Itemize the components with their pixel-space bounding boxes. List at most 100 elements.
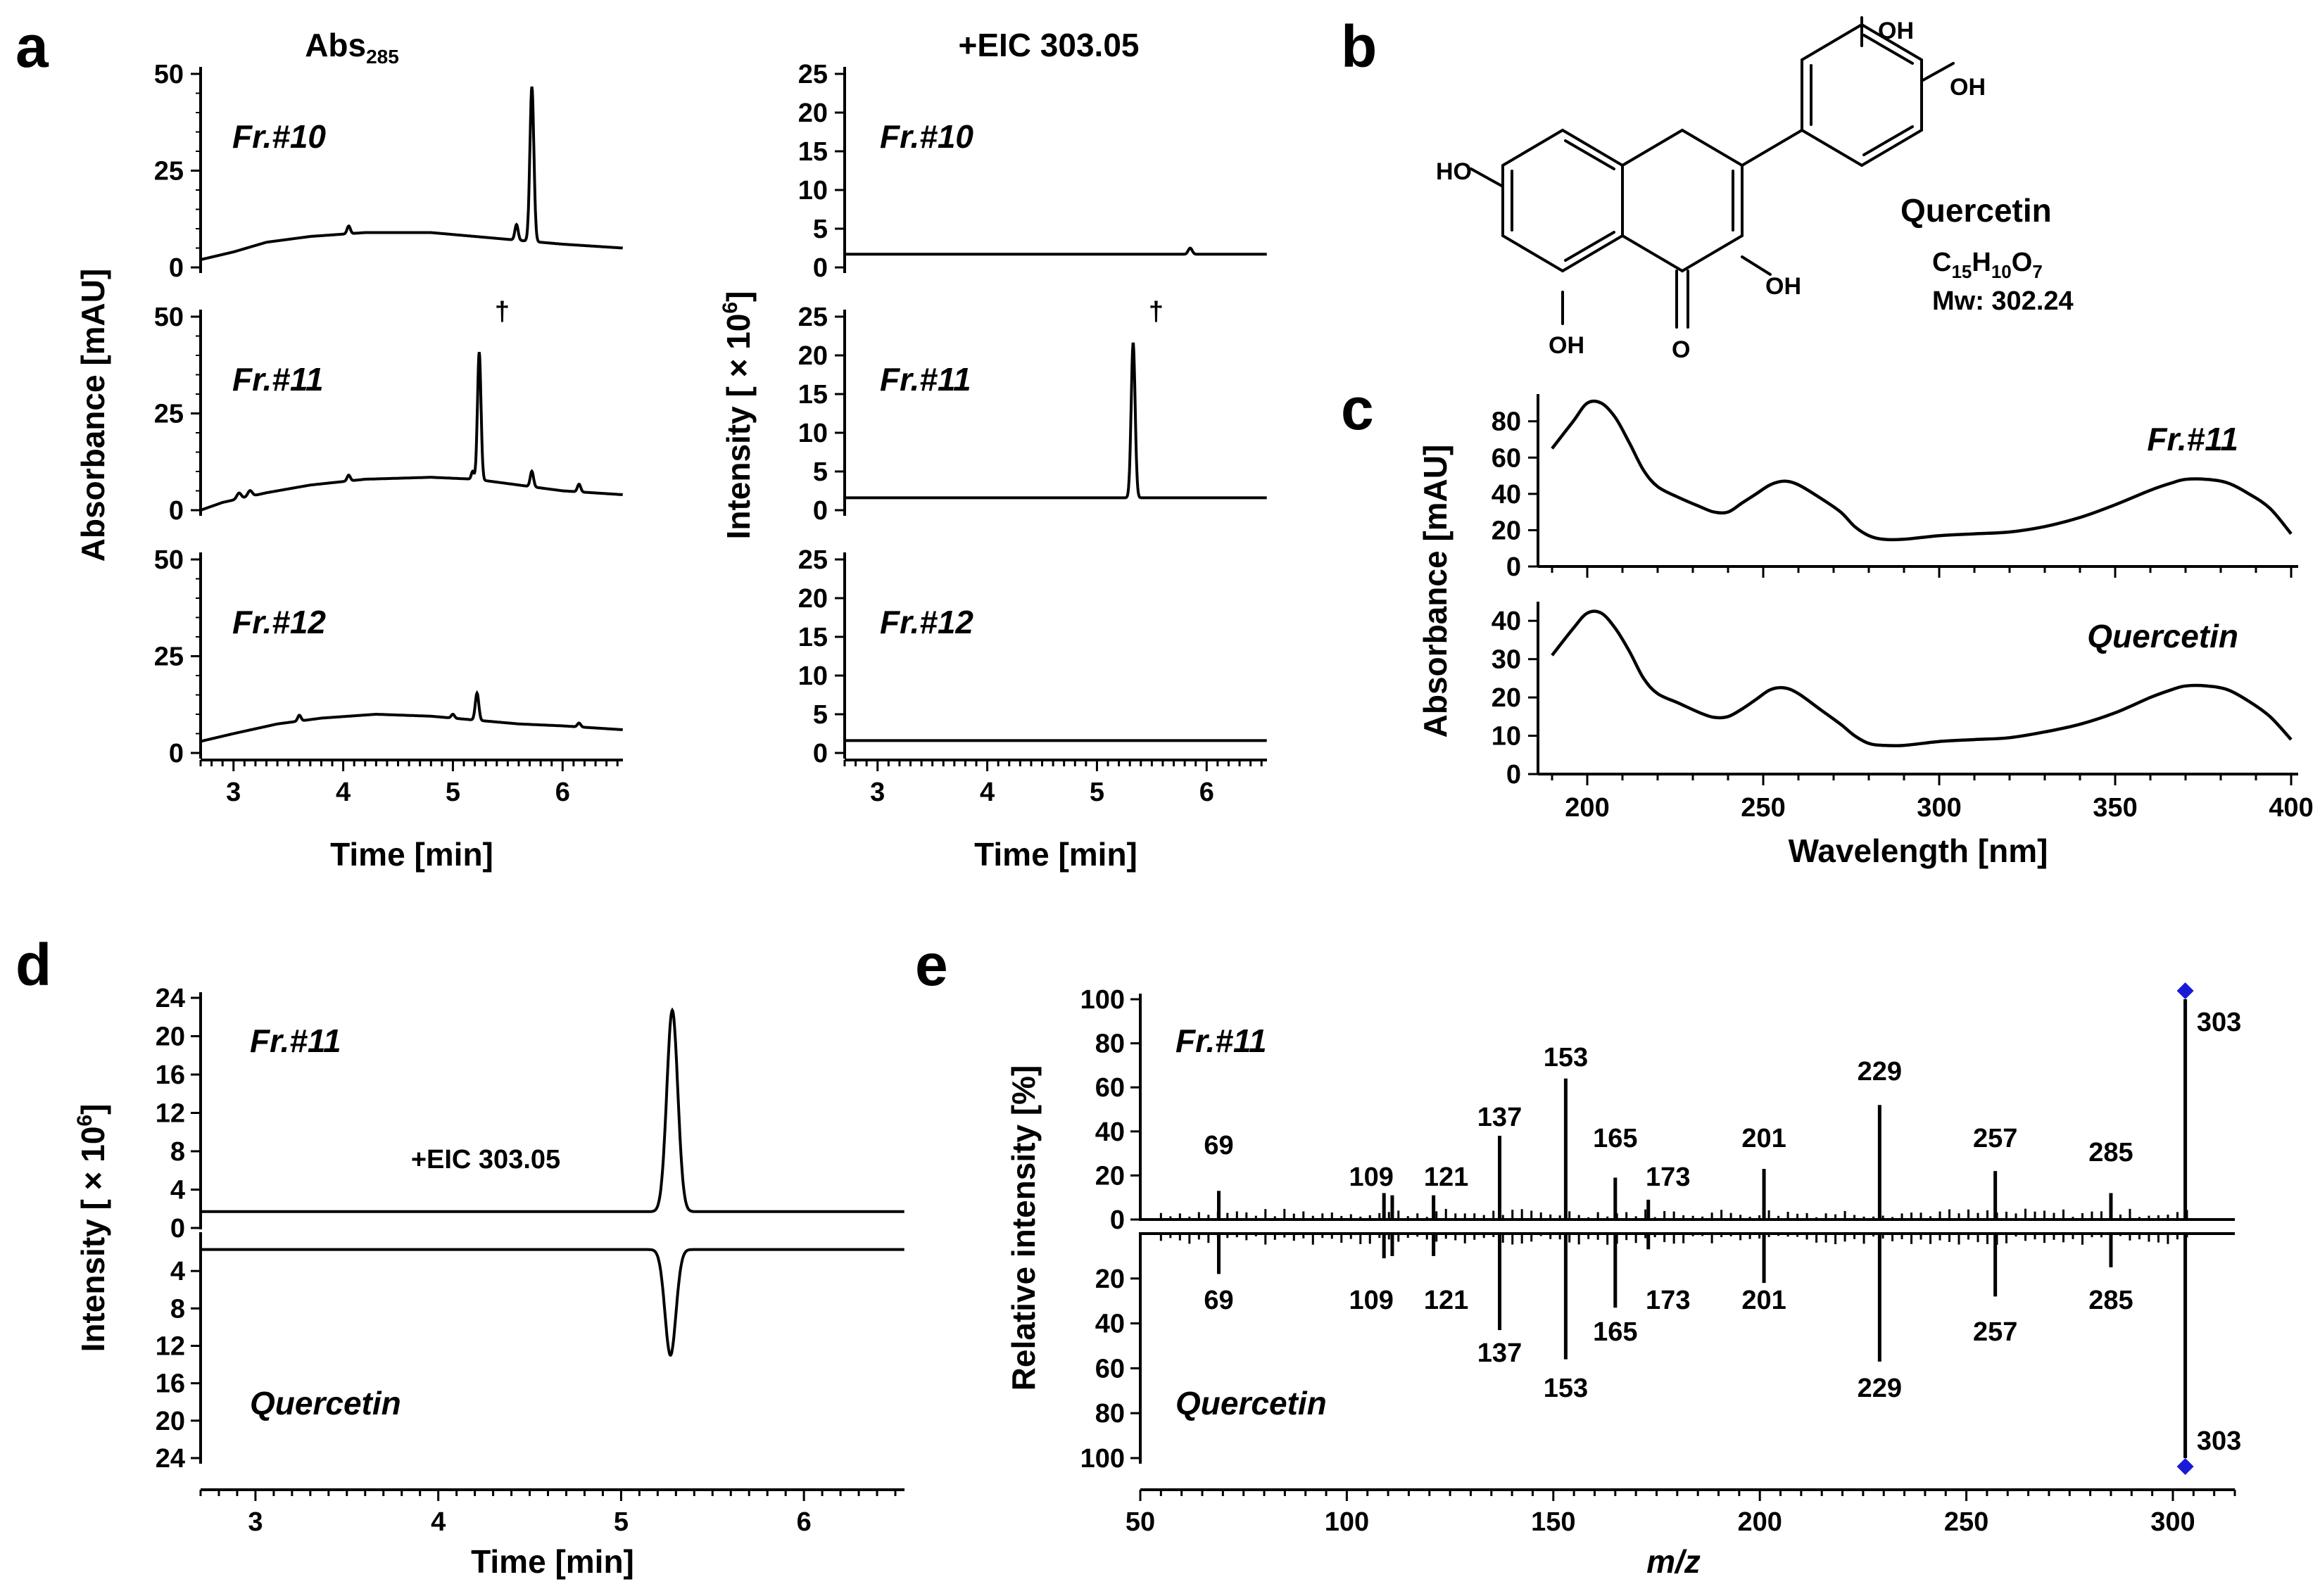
chart-a-eic-dagger: †	[1149, 297, 1164, 327]
chart-c-x-title: Wavelength [nm]	[1789, 832, 2048, 869]
chart-a-abs-panel-label: Fr.#12	[232, 604, 326, 640]
chart-a-eic-y-tick-label: 25	[798, 303, 828, 332]
oh-5-label: OH	[1549, 332, 1584, 359]
chart-a-abs-y-tick-label: 25	[154, 400, 184, 429]
chart-e-x-tick-label: 250	[1944, 1507, 1988, 1537]
chart-a-abs-title-main: Abs	[305, 27, 366, 63]
chart-a-eic-y-title-end: ]	[720, 291, 757, 302]
formula-o-count: 7	[2032, 261, 2042, 282]
chart-e-label-bottom: 121	[1424, 1286, 1468, 1315]
chart-a-eic-y-tick-label: 10	[798, 176, 828, 205]
chart-a-abs-x-tick-label: 4	[336, 778, 351, 807]
chart-a-eic-trace	[845, 342, 1267, 500]
chart-a-eic-y-tick-label: 5	[813, 215, 828, 244]
formula-c-count: 15	[1951, 261, 1972, 282]
chart-a-eic-y-title: Intensity [ × 106]	[719, 291, 757, 540]
chart-d-x-title: Time [min]	[471, 1543, 634, 1580]
oh-3prime-label: OH	[1878, 18, 1914, 44]
chart-a-eic-x-tick-label: 3	[870, 778, 885, 807]
chart-c-panel-label: Quercetin	[2087, 618, 2238, 654]
chart-d-y-tick-label: 16	[156, 1060, 185, 1090]
chart-e-label-top: 229	[1858, 1057, 1902, 1087]
chart-a-abs-x-title: Time [min]	[330, 836, 493, 873]
chart-a-abs-y-tick-label: 50	[154, 303, 184, 332]
chart-e-label-top: 285	[2088, 1138, 2133, 1167]
chart-a-eic-y-tick-label: 25	[798, 545, 828, 575]
chart-a-eic-panel-label: Fr.#11	[880, 361, 971, 398]
formula-h-count: 10	[1991, 261, 2012, 282]
chart-c-uv-spectra: 0 20 40 60 80 Fr.#11 0 10 20 30 40 Quercetin 200 250 3…	[1417, 394, 2314, 869]
panel-letter-d: d	[15, 932, 51, 998]
chart-e-y-tick-label: 40	[1095, 1310, 1125, 1339]
chart-c-y-tick-label: 10	[1492, 722, 1521, 752]
chart-c-spectrum	[1551, 399, 2293, 542]
chart-e-y-tick-label: 100	[1080, 1444, 1125, 1474]
chart-e-x-tick-label: 200	[1737, 1507, 1782, 1537]
chart-e-y-tick-label: 0	[1110, 1205, 1125, 1235]
chart-e-label-frac: Fr.#11	[1175, 1022, 1267, 1059]
chart-e-label-bottom: 137	[1477, 1338, 1522, 1368]
chart-e-y-tick-label: 80	[1095, 1399, 1125, 1429]
chart-a-eic: +EIC 303.05 0 5 10 15 20 25 Fr.#10 0 5 10 15 20 25 Fr.…	[719, 27, 1267, 873]
chart-d-x-tick-label: 6	[797, 1507, 812, 1537]
chart-d-label-bottom: Quercetin	[250, 1385, 401, 1421]
chart-e-label-top: 201	[1741, 1124, 1786, 1153]
chart-c-y-tick-label: 80	[1492, 407, 1521, 437]
chart-d-y-tick-label: 16	[156, 1369, 185, 1399]
chart-a-eic-y-tick-label: 0	[813, 253, 828, 283]
chart-d-x-tick-label: 5	[614, 1507, 629, 1537]
chart-c-spectrum	[1551, 609, 2293, 747]
chart-c-y-tick-label: 20	[1492, 683, 1521, 713]
chart-e-y-tick-label: 60	[1095, 1354, 1125, 1383]
chart-d-y-tick-label: 0	[170, 1214, 185, 1243]
compound-name: Quercetin	[1900, 192, 2052, 229]
chart-a-eic-y-tick-label: 20	[798, 341, 828, 371]
chart-a-abs-title-sub: 285	[366, 46, 399, 68]
chart-e-label-bottom: 173	[1646, 1286, 1690, 1315]
chart-a-abs-y-tick-label: 0	[169, 253, 184, 283]
chart-d-y-tick-label: 24	[156, 1444, 185, 1474]
chart-a-eic-y-title-exp: 6	[719, 302, 742, 314]
chart-d-trace-bottom	[201, 1248, 904, 1357]
chart-d-y-tick-label: 8	[170, 1294, 185, 1324]
chart-e-x-tick-label: 300	[2150, 1507, 2195, 1537]
chart-e-label-bottom: 303	[2197, 1426, 2241, 1456]
formula-o: O	[2012, 248, 2033, 277]
chart-c-x-tick-label: 300	[1917, 793, 1961, 823]
chart-a-eic-x-title: Time [min]	[974, 836, 1137, 873]
quercetin-structure	[1470, 16, 1955, 329]
chart-a-abs-y-tick-label: 50	[154, 60, 184, 89]
chart-a-abs-y-tick-label: 50	[154, 545, 184, 575]
chart-a-eic-y-tick-label: 10	[798, 419, 828, 448]
chart-a-eic-x-tick-label: 4	[980, 778, 995, 807]
molecular-weight: Mw: 302.24	[1932, 286, 2074, 316]
chart-c-x-tick-label: 200	[1565, 793, 1609, 823]
chart-d-y-title-end: ]	[75, 1104, 111, 1115]
chart-e-x-tick-label: 100	[1325, 1507, 1369, 1537]
chart-a-abs-title: Abs285	[305, 27, 399, 68]
chart-a-eic-y-tick-label: 15	[798, 137, 828, 167]
chart-a-eic-y-tick-label: 25	[798, 60, 828, 89]
chart-d-y-title-main: Intensity [ × 10	[75, 1127, 111, 1353]
chart-d-x-tick-label: 4	[431, 1507, 446, 1537]
chart-a-abs-x-tick-label: 5	[446, 778, 460, 807]
chart-c-y-title: Absorbance [mAU]	[1417, 445, 1454, 738]
chart-c-x-tick-label: 350	[2093, 793, 2137, 823]
chart-e-label-top: 173	[1646, 1163, 1690, 1192]
quercetin-labels: OH OH HO OH OH O Quercetin C15H10O7 Mw: …	[1436, 18, 2074, 363]
chart-c-x-tick-label: 250	[1741, 793, 1785, 823]
chart-c-y-tick-label: 60	[1492, 443, 1521, 473]
chart-a-abs-y-tick-label: 25	[154, 642, 184, 672]
chart-d-y-title-exp: 6	[73, 1115, 96, 1127]
chart-e-label-bottom: 285	[2088, 1286, 2133, 1315]
chart-a-abs-y-tick-label: 0	[169, 739, 184, 768]
chart-d-label-top: Fr.#11	[250, 1022, 341, 1059]
chart-a-eic-x-tick-label: 5	[1090, 778, 1104, 807]
oh-4prime-label: OH	[1950, 74, 1986, 101]
chart-e-label-top: 153	[1544, 1043, 1588, 1072]
chart-e-label-quercetin: Quercetin	[1175, 1385, 1327, 1421]
chart-e-label-bottom: 201	[1741, 1286, 1786, 1315]
chart-a-abs-dagger: †	[495, 297, 510, 327]
chart-e-y-title: Relative intensity [%]	[1005, 1065, 1042, 1391]
